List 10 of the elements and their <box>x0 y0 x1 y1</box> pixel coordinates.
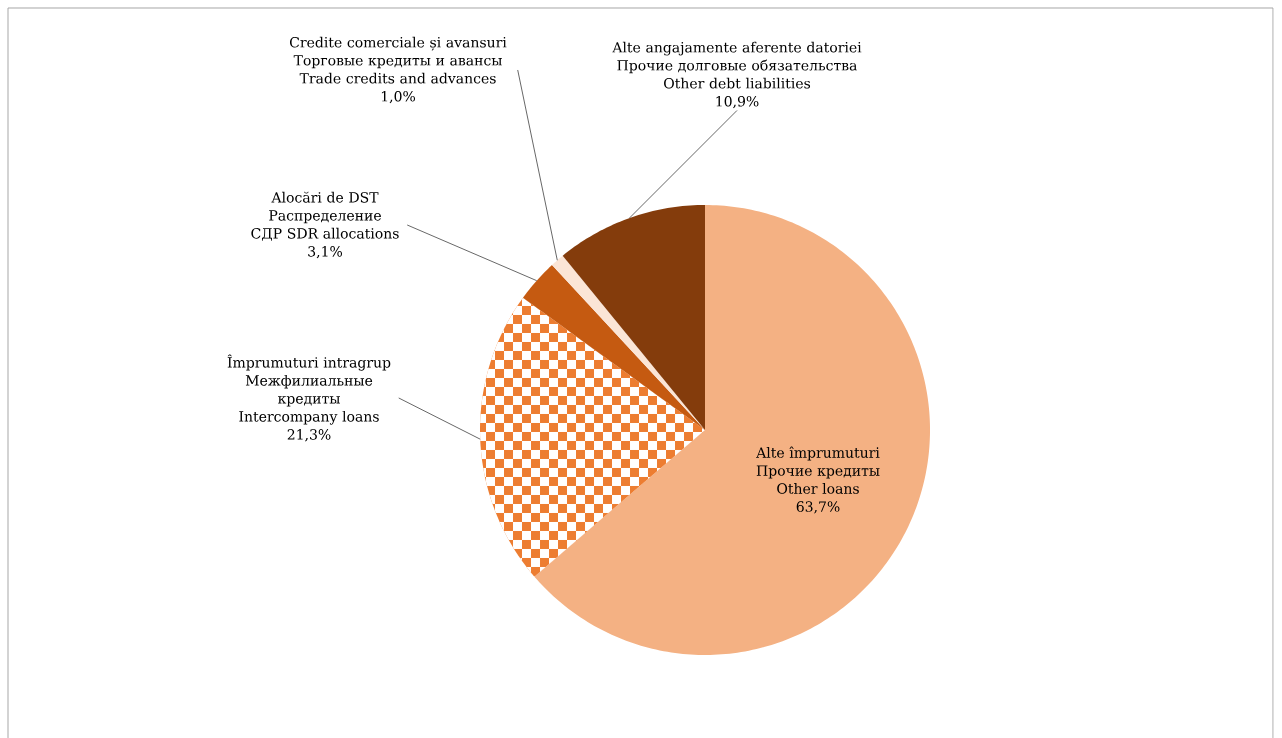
slice-label: Alte angajamente aferente datoriei Прочие долговые обязательства Other debt liabilities <box>612 41 862 89</box>
slice-label: Alocări de DST Распределение СДР SDR allocations <box>251 191 399 241</box>
data-label: 21,3% <box>287 429 331 442</box>
data-label: 10,9% <box>716 95 759 109</box>
slice-label: Împrumuturi intragrup Межфилиальные кредиты Intercompany loans <box>227 354 391 425</box>
slice-label: Credite comerciale și avansuri Торговые кредиты и авансы Trade credits and advances <box>289 36 507 84</box>
data-label: 63,7% <box>796 501 840 514</box>
data-label: 3,1% <box>308 246 343 259</box>
slice-label: Alte împrumuturi Прочие кредиты Other loans <box>756 446 880 494</box>
data-label: 1,0% <box>381 90 416 104</box>
